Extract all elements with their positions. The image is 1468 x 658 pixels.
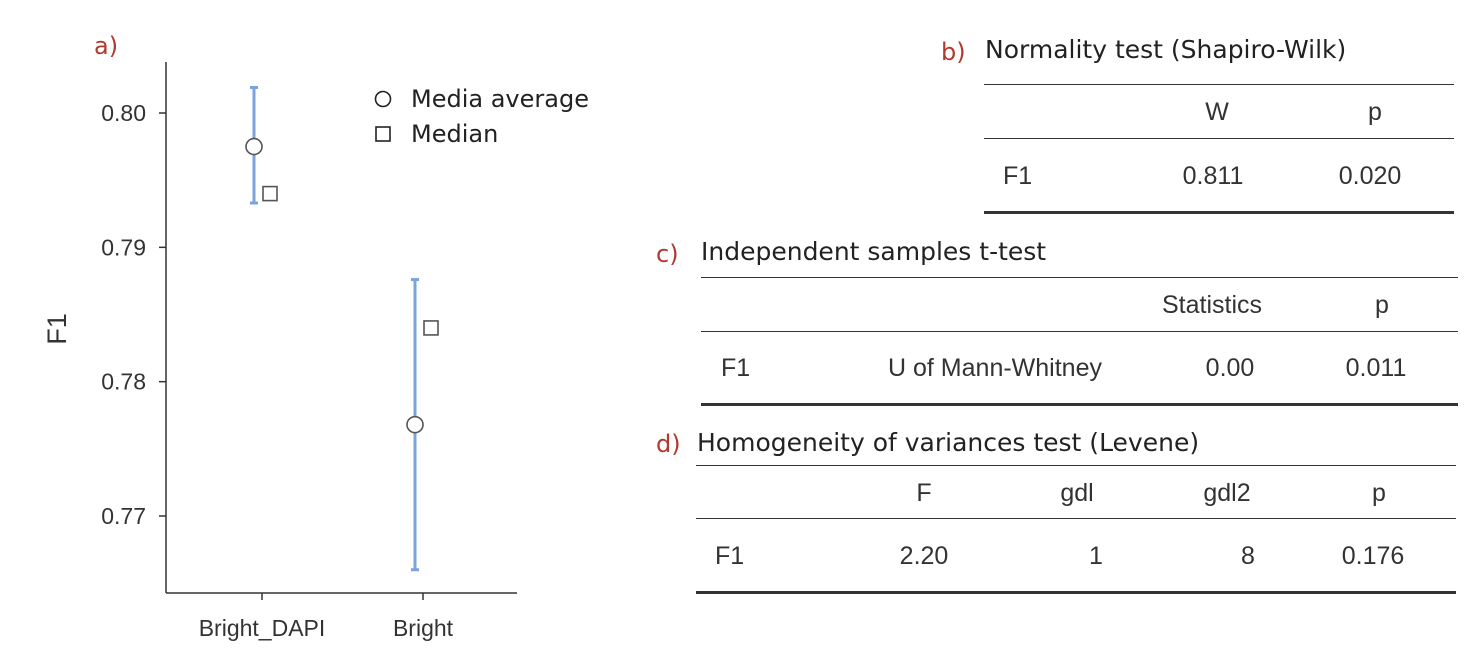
legend-media-average: Media average bbox=[411, 85, 589, 113]
table-c-statistic-value: 0.00 bbox=[1205, 354, 1255, 382]
table-b-bottom-rule bbox=[984, 211, 1454, 214]
table-c-test-name: U of Mann-Whitney bbox=[888, 354, 1102, 382]
y-tick-label: 0.80 bbox=[101, 100, 146, 126]
table-c-p-value: 0.011 bbox=[1345, 354, 1407, 382]
table-b-w-value: 0.811 bbox=[1182, 162, 1244, 190]
table-c-header-statistics: Statistics bbox=[1161, 291, 1263, 319]
t-test-title: Independent samples t-test bbox=[701, 237, 1047, 266]
legend-median: Median bbox=[411, 120, 498, 148]
y-tick-label: 0.78 bbox=[101, 369, 146, 395]
mean-point bbox=[245, 137, 263, 156]
table-b-top-rule bbox=[984, 84, 1454, 85]
panel-label-b: b) bbox=[941, 38, 966, 66]
table-b-header-p: p bbox=[1368, 98, 1382, 126]
normality-test-title: Normality test (Shapiro-Wilk) bbox=[985, 35, 1347, 64]
y-axis-label: F1 bbox=[42, 313, 72, 345]
median-point bbox=[423, 320, 439, 336]
table-c-header-p: p bbox=[1375, 291, 1389, 319]
table-c-bottom-rule bbox=[701, 403, 1458, 406]
table-d-gdl2-value: 8 bbox=[1241, 542, 1255, 570]
table-c-header-rule bbox=[701, 331, 1458, 332]
table-d-bottom-rule bbox=[696, 591, 1456, 594]
y-tick-label: 0.77 bbox=[101, 503, 146, 529]
median-point bbox=[262, 185, 278, 202]
table-d-gdl-value: 1 bbox=[1089, 542, 1103, 570]
y-tick-label: 0.79 bbox=[101, 234, 146, 260]
table-d-header-f: F bbox=[916, 479, 932, 507]
table-d-f-value: 2.20 bbox=[899, 542, 949, 570]
panel-label-a: a) bbox=[94, 32, 119, 60]
legend-circle-marker bbox=[374, 90, 392, 108]
table-b-row-label: F1 bbox=[1003, 162, 1033, 190]
mean-point bbox=[406, 415, 424, 434]
table-c-row-label: F1 bbox=[721, 354, 751, 382]
table-c-top-rule bbox=[701, 277, 1458, 278]
panel-label-d: d) bbox=[656, 430, 681, 458]
table-d-p-value: 0.176 bbox=[1341, 542, 1405, 570]
table-d-row-label: F1 bbox=[715, 542, 745, 570]
legend-square-marker bbox=[375, 126, 391, 142]
table-b-header-w: W bbox=[1205, 98, 1229, 126]
f1-chart: 0.80 0.79 0.78 0.77 F1 Bright_DAPI Bright Media… bbox=[42, 62, 589, 641]
levene-test-title: Homogeneity of variances test (Levene) bbox=[697, 428, 1200, 457]
table-b-p-value: 0.020 bbox=[1338, 162, 1402, 190]
table-d-header-gdl2: gdl2 bbox=[1203, 479, 1251, 507]
table-d-top-rule bbox=[696, 465, 1456, 466]
x-tick-label: Bright bbox=[393, 615, 454, 641]
table-d-header-gdl: gdl bbox=[1060, 479, 1094, 507]
table-d-header-p: p bbox=[1372, 479, 1386, 507]
x-tick-label: Bright_DAPI bbox=[199, 615, 326, 641]
table-b-header-rule bbox=[984, 138, 1454, 139]
table-d-header-rule bbox=[696, 518, 1456, 519]
panel-label-c: c) bbox=[656, 240, 679, 268]
